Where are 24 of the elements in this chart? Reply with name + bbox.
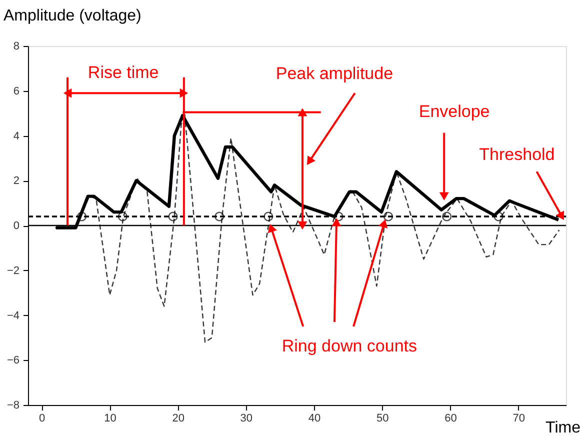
x-tick-label: 20: [172, 412, 184, 424]
annotation: Rise time: [88, 62, 159, 82]
annotation: Threshold: [479, 144, 555, 164]
x-tick-label: 0: [39, 412, 46, 424]
y-tick-label: −8: [6, 400, 20, 412]
y-tick-label: 8: [13, 40, 20, 52]
y-tick-label: 4: [13, 130, 20, 142]
y-tick-label: −6: [6, 354, 20, 367]
x-tick-label: 60: [444, 412, 457, 424]
x-tick-label: 10: [104, 412, 116, 424]
y-tick-label: 2: [13, 175, 20, 188]
x-axis-title: Time: [546, 420, 581, 436]
x-tick-label: 30: [240, 412, 253, 424]
annotation: Envelope: [418, 102, 490, 122]
y-tick-label: 0: [13, 220, 20, 232]
x-tick-label: 50: [376, 412, 389, 424]
y-axis-title: Amplitude (voltage): [4, 8, 142, 24]
y-tick-label: −2: [6, 264, 20, 277]
annotation: Peak amplitude: [276, 64, 394, 84]
y-tick-label: 6: [13, 85, 20, 98]
annotation: Ring down counts: [282, 336, 418, 356]
y-tick-label: −4: [6, 310, 20, 322]
x-tick-label: 70: [512, 412, 525, 424]
x-tick-label: 40: [308, 412, 321, 424]
